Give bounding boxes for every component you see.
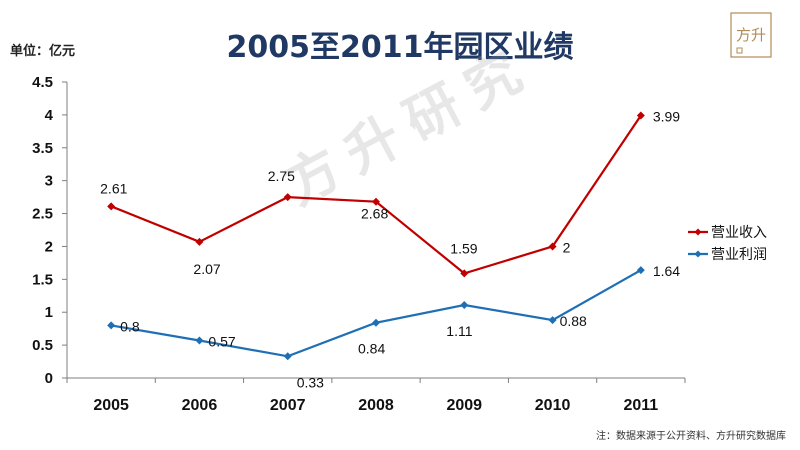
y-tick-label: 3.5 (32, 140, 53, 157)
y-tick-label: 0.5 (32, 337, 53, 354)
data-point (283, 193, 292, 202)
data-point (107, 202, 116, 211)
data-label: 2.75 (268, 168, 295, 184)
data-label: 2 (563, 239, 571, 255)
data-point (460, 269, 469, 278)
series-line-1 (110, 114, 642, 275)
y-tick-label: 4 (45, 107, 54, 124)
data-point (548, 242, 557, 251)
data-label: 2.68 (361, 206, 388, 222)
x-tick-label: 2009 (446, 397, 482, 414)
data-label: 1.11 (446, 323, 472, 339)
logo-text: 方升 (736, 26, 766, 44)
x-tick-label: 2006 (182, 397, 218, 414)
y-tick-label: 2 (45, 238, 53, 255)
data-labels: 2.61 2.07 2.75 2.68 1.59 2 3.99 0.8 0.57 0.33 0.84… (100, 109, 680, 391)
y-axis-ticks: 0 0.5 1 1.5 2 2.5 3 3.5 4 4.5 (32, 74, 67, 387)
data-point (195, 336, 204, 345)
legend-label: 营业利润 (711, 247, 767, 263)
x-axis-ticks: 2005 2006 2007 2008 2009 2010 2011 (66, 378, 686, 414)
chart-axes (66, 82, 685, 379)
x-tick-label: 2010 (535, 397, 571, 414)
y-tick-label: 1 (45, 304, 53, 321)
source-note: 注：数据来源于公开资料、方升研究数据库 (596, 431, 786, 442)
data-label: 0.88 (560, 313, 587, 329)
legend-marker (694, 228, 702, 236)
data-point (460, 300, 469, 309)
x-tick-label: 2011 (623, 397, 658, 414)
data-label: 0.8 (120, 318, 140, 334)
data-point (548, 316, 557, 325)
data-label: 1.64 (653, 263, 680, 279)
x-tick-label: 2007 (270, 397, 306, 414)
x-tick-label: 2005 (93, 397, 129, 414)
data-label: 0.33 (297, 374, 324, 390)
y-tick-label: 4.5 (32, 74, 53, 91)
chart-title: 2005至2011年园区业绩 (226, 30, 574, 65)
data-point (283, 352, 292, 361)
data-label: 0.57 (208, 334, 235, 350)
unit-label: 单位：亿元 (10, 44, 76, 59)
data-point (636, 266, 645, 275)
data-label: 3.99 (653, 109, 680, 125)
data-point (372, 197, 380, 206)
y-tick-label: 3 (45, 173, 53, 190)
data-label: 1.59 (450, 240, 477, 256)
y-tick-label: 2.5 (32, 206, 53, 223)
series-points (107, 111, 645, 361)
legend-label: 营业收入 (711, 225, 767, 241)
data-point (636, 111, 645, 120)
y-tick-label: 0 (45, 370, 53, 387)
y-tick-label: 1.5 (32, 271, 53, 288)
data-point (372, 318, 380, 327)
legend-marker (694, 250, 702, 258)
data-point (195, 237, 204, 246)
data-label: 0.84 (358, 341, 385, 357)
brand-logo: 方升 (730, 12, 772, 58)
data-label: 2.07 (193, 261, 220, 277)
data-point (107, 321, 116, 330)
x-tick-label: 2008 (358, 397, 394, 414)
data-label: 2.61 (100, 180, 127, 196)
